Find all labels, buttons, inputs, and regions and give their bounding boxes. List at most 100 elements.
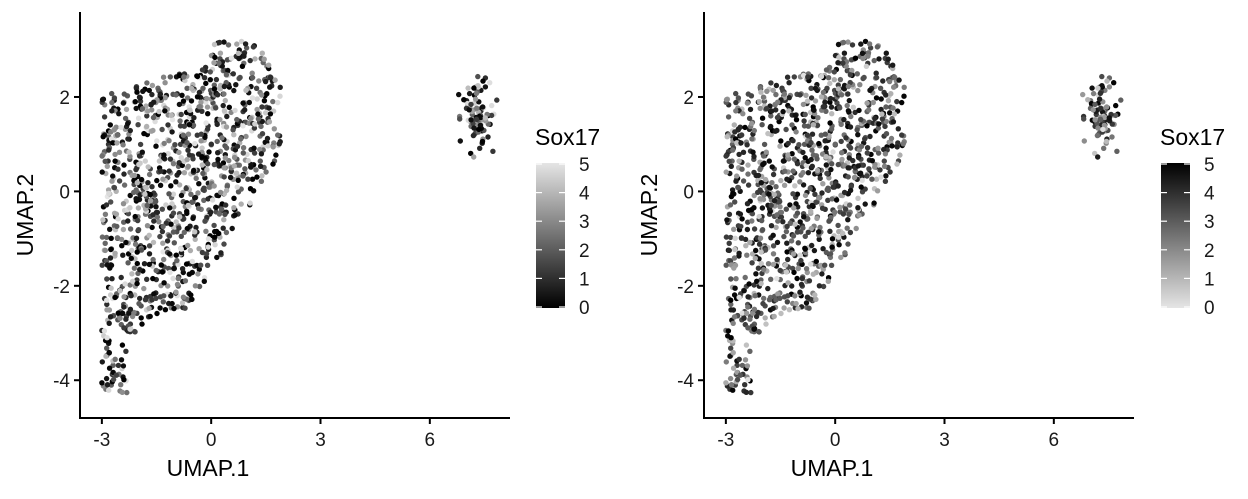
data-point (849, 42, 856, 48)
data-point (811, 247, 818, 254)
data-point (125, 136, 131, 142)
data-point (1104, 78, 1110, 84)
data-point (761, 295, 767, 302)
data-point (240, 173, 246, 179)
data-point (234, 143, 241, 150)
data-point (162, 95, 168, 101)
data-point (882, 123, 888, 130)
data-point (817, 224, 823, 231)
data-point (121, 219, 127, 225)
data-point (810, 122, 817, 128)
data-point (786, 80, 792, 86)
data-point (738, 235, 745, 241)
data-point (165, 151, 171, 157)
data-point (862, 201, 868, 207)
data-point (745, 304, 751, 310)
data-point (1101, 145, 1107, 151)
data-point (798, 257, 804, 264)
data-point (880, 78, 886, 84)
data-point (171, 240, 177, 246)
data-point (841, 50, 848, 56)
data-point (156, 158, 163, 164)
data-point (870, 99, 876, 106)
data-point (858, 184, 864, 190)
data-point (820, 283, 827, 290)
data-point (158, 262, 165, 268)
data-point (897, 152, 903, 158)
data-point (775, 99, 781, 105)
data-point (181, 229, 187, 235)
data-point (119, 243, 125, 249)
data-point (245, 176, 251, 182)
data-point (257, 146, 263, 153)
data-point (750, 149, 756, 155)
data-point (111, 127, 117, 133)
data-point (137, 295, 143, 302)
data-point (153, 143, 159, 149)
y-tick-label: -4 (53, 371, 70, 392)
data-point (826, 218, 832, 224)
data-point (891, 84, 897, 90)
data-point (800, 225, 806, 231)
data-point (724, 217, 730, 223)
data-point (206, 149, 212, 155)
data-point (783, 269, 790, 275)
data-point (270, 161, 276, 167)
data-point (1118, 97, 1124, 103)
data-point (211, 161, 217, 168)
y-axis-title: UMAP.2 (636, 174, 662, 257)
data-point (864, 100, 870, 106)
data-point (208, 141, 214, 147)
data-point (213, 204, 219, 211)
colorbar-tick-label: 5 (1204, 155, 1215, 176)
data-point (800, 169, 806, 176)
data-point (185, 163, 191, 169)
data-point (234, 41, 240, 47)
data-point (204, 166, 210, 173)
data-point (734, 376, 741, 383)
data-point (766, 191, 772, 197)
data-point (184, 95, 191, 101)
data-point (773, 224, 779, 231)
data-point (736, 158, 742, 164)
data-point (153, 295, 159, 301)
data-point (1104, 104, 1110, 110)
data-point (258, 151, 265, 157)
data-point (157, 233, 163, 240)
data-point (174, 257, 180, 264)
data-point (136, 94, 143, 100)
data-point (818, 94, 825, 100)
data-point (267, 111, 274, 117)
data-point (160, 176, 166, 182)
data-point (822, 99, 828, 105)
data-point (221, 165, 227, 171)
data-point (792, 221, 798, 227)
data-point (134, 249, 140, 255)
data-point (461, 97, 467, 103)
data-point (259, 131, 266, 137)
data-point (479, 138, 486, 145)
data-point (746, 115, 753, 122)
data-point (166, 233, 173, 239)
data-point (259, 118, 265, 125)
data-point (747, 239, 753, 246)
data-point (180, 132, 187, 138)
data-point (1095, 125, 1101, 131)
data-point (785, 140, 791, 147)
data-point (111, 185, 118, 191)
data-point (231, 154, 238, 161)
data-point (869, 176, 875, 182)
data-point (270, 98, 276, 105)
data-point (835, 161, 841, 168)
data-point (477, 145, 483, 151)
data-point (855, 132, 861, 138)
data-point (734, 140, 740, 146)
data-point (866, 166, 872, 172)
data-point (184, 225, 190, 232)
data-point (457, 116, 463, 122)
colorbar-tick-label: 2 (1204, 241, 1215, 262)
data-point (125, 120, 131, 127)
data-point (833, 197, 840, 203)
data-point (250, 188, 257, 194)
data-point (117, 315, 123, 321)
